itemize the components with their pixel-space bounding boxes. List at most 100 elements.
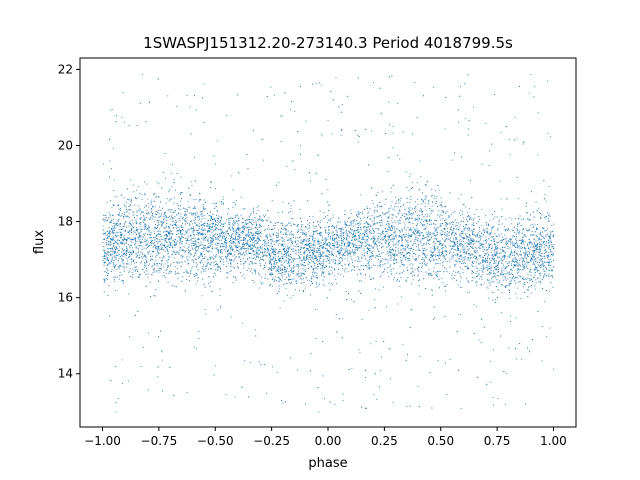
data-point <box>327 271 329 273</box>
data-point <box>342 229 344 231</box>
data-point <box>460 194 462 195</box>
data-point <box>371 221 373 223</box>
data-point <box>552 368 554 370</box>
data-point <box>194 241 196 243</box>
data-point <box>434 248 435 250</box>
data-point <box>363 248 365 250</box>
data-point <box>394 228 395 230</box>
data-point <box>435 263 437 265</box>
data-point <box>331 232 333 234</box>
data-point <box>517 272 519 274</box>
data-point <box>122 240 124 241</box>
data-point <box>445 224 446 226</box>
data-point <box>114 266 116 268</box>
data-point <box>547 212 548 214</box>
data-point <box>425 244 427 246</box>
data-point <box>372 224 374 226</box>
data-point <box>278 181 280 183</box>
data-point <box>245 261 246 262</box>
data-point <box>358 141 359 143</box>
data-point <box>161 350 163 352</box>
data-point <box>220 250 222 252</box>
data-point <box>428 233 429 235</box>
data-point <box>274 258 276 260</box>
data-point <box>394 256 396 258</box>
data-point <box>232 223 233 225</box>
data-point <box>151 259 153 261</box>
data-point <box>196 348 197 350</box>
data-point <box>230 217 232 219</box>
data-point <box>368 244 369 246</box>
data-point <box>430 254 431 256</box>
data-point <box>118 278 120 280</box>
data-point <box>170 198 172 200</box>
data-point <box>360 232 361 234</box>
data-point <box>237 265 238 267</box>
data-point <box>283 239 285 241</box>
data-point <box>191 253 193 255</box>
data-point <box>314 245 316 247</box>
data-point <box>486 228 488 229</box>
data-point <box>536 260 538 262</box>
data-point <box>303 241 305 243</box>
data-point <box>283 268 285 270</box>
data-point <box>268 245 270 247</box>
data-point <box>107 258 108 259</box>
data-point <box>122 383 124 384</box>
data-point <box>203 83 205 85</box>
data-point <box>184 251 186 253</box>
data-point <box>140 217 142 219</box>
data-point <box>268 228 270 230</box>
data-point <box>296 258 298 260</box>
data-point <box>494 216 496 218</box>
data-point <box>373 237 374 239</box>
data-point <box>185 218 187 219</box>
data-point <box>180 241 182 243</box>
data-point <box>113 239 115 241</box>
data-point <box>232 250 233 251</box>
data-point <box>150 212 152 214</box>
data-point <box>309 247 311 249</box>
data-point <box>357 259 359 261</box>
data-point <box>533 269 535 271</box>
data-point <box>204 218 206 219</box>
data-point <box>535 258 536 260</box>
data-point <box>401 228 403 230</box>
data-point <box>464 242 466 244</box>
data-point <box>221 203 222 205</box>
data-point <box>167 246 169 247</box>
data-point <box>195 243 197 245</box>
data-point <box>351 251 353 252</box>
data-point <box>229 271 231 272</box>
data-point <box>110 242 112 243</box>
data-point <box>104 280 106 282</box>
data-point <box>142 233 144 235</box>
data-point <box>307 238 309 240</box>
data-point <box>221 239 223 241</box>
data-point <box>259 219 261 221</box>
data-point <box>350 209 352 211</box>
data-point <box>368 261 370 262</box>
data-point <box>281 115 283 117</box>
data-point <box>268 253 270 255</box>
data-point <box>488 150 490 152</box>
data-point <box>195 233 197 235</box>
data-point <box>319 226 321 228</box>
data-point <box>461 236 463 238</box>
data-point <box>402 258 404 260</box>
data-point <box>371 200 373 202</box>
data-point <box>367 263 369 265</box>
data-point <box>460 314 461 315</box>
data-point <box>420 207 422 209</box>
data-point <box>494 266 496 268</box>
data-point <box>453 249 455 250</box>
data-point <box>330 266 332 268</box>
data-point <box>243 264 244 266</box>
data-point <box>446 268 447 270</box>
data-point <box>529 279 531 281</box>
data-point <box>144 234 145 236</box>
data-point <box>469 235 471 237</box>
data-point <box>208 247 210 249</box>
data-point <box>325 243 327 245</box>
data-point <box>164 239 166 241</box>
